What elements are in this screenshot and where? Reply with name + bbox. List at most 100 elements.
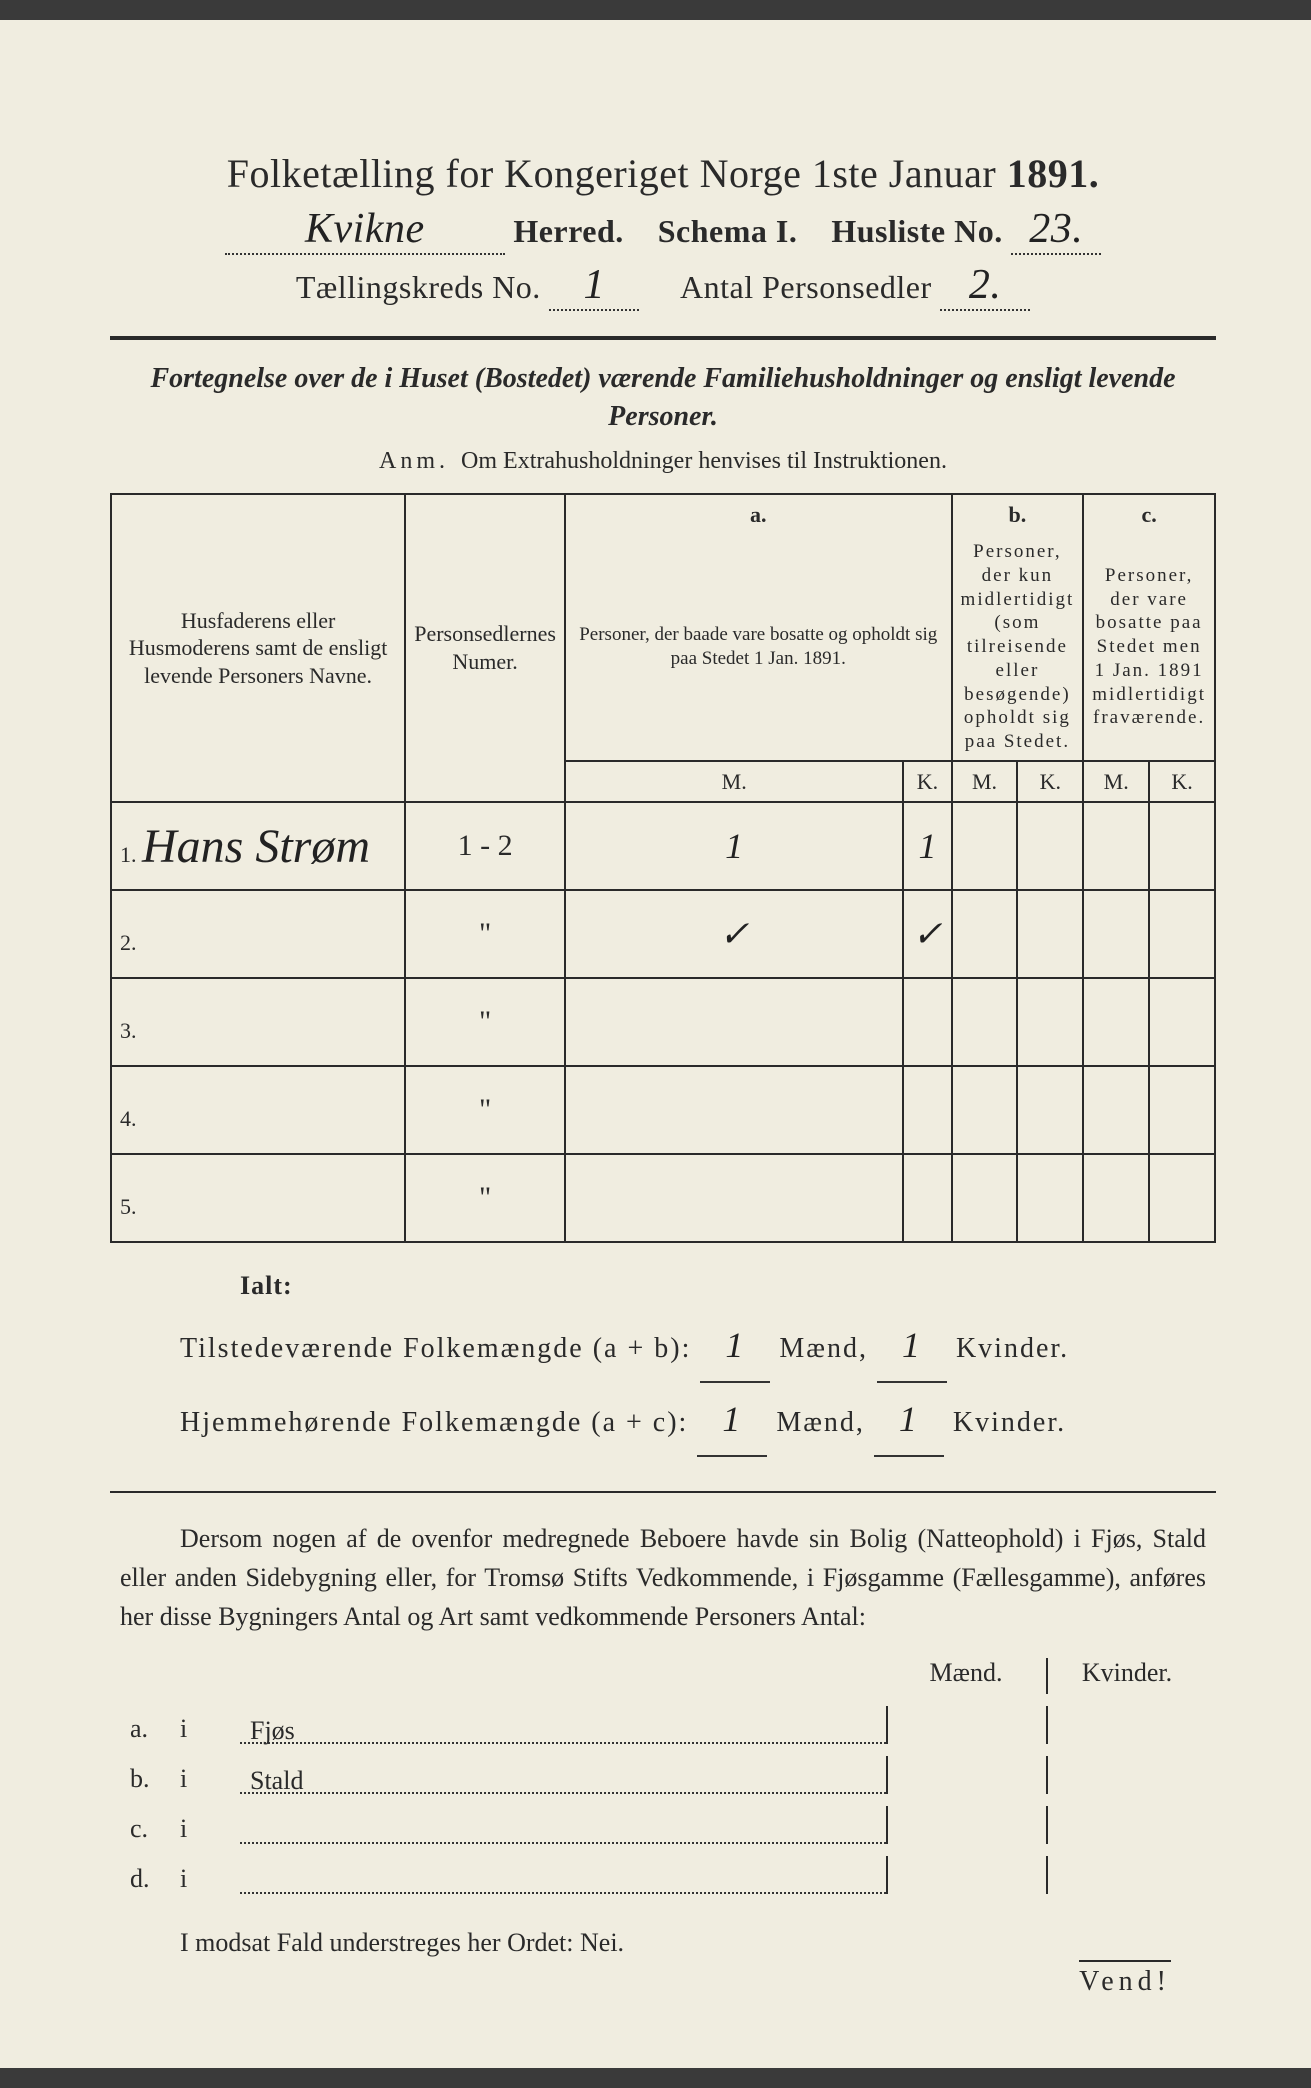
bg-i: i xyxy=(180,1814,240,1844)
bg-kvinder-cell xyxy=(1046,1856,1206,1894)
herred-value: Kvikne xyxy=(305,206,425,252)
instruction-paragraph: Dersom nogen af de ovenfor medregnede Be… xyxy=(120,1519,1206,1636)
row-num: " xyxy=(405,1154,565,1242)
cell-c-m xyxy=(1083,978,1149,1066)
page-title: Folketælling for Kongeriget Norge 1ste J… xyxy=(110,150,1216,197)
cell-a-k: 1 xyxy=(903,802,951,890)
cell-b-k xyxy=(1017,1154,1083,1242)
th-grp-a: a. xyxy=(565,494,952,535)
row-index: 4. xyxy=(111,1066,405,1154)
census-form-page: Folketælling for Kongeriget Norge 1ste J… xyxy=(0,20,1311,2068)
bg-type: Stald xyxy=(240,1766,886,1794)
cell-a-m: ✓ xyxy=(565,890,903,978)
row-num: " xyxy=(405,1066,565,1154)
cell-b-k xyxy=(1017,978,1083,1066)
schema-label: Schema I. xyxy=(658,213,798,249)
row-name: Hans Strøm xyxy=(142,820,370,873)
cell-c-m xyxy=(1083,890,1149,978)
cell-c-k xyxy=(1149,978,1215,1066)
cell-b-m xyxy=(952,1066,1018,1154)
bg-maend-cell xyxy=(886,1856,1046,1894)
cell-a-m xyxy=(565,1066,903,1154)
cell-c-k xyxy=(1149,802,1215,890)
cell-a-m xyxy=(565,1154,903,1242)
bg-letter: d. xyxy=(120,1864,180,1894)
row-index: 2. xyxy=(111,890,405,978)
bg-kvinder-cell xyxy=(1046,1706,1206,1744)
th-grp-c: c. xyxy=(1083,494,1215,535)
bg-maend-cell xyxy=(886,1806,1046,1844)
th-num: Personsedlernes Numer. xyxy=(405,494,565,803)
th-a-text: Personer, der baade vare bosatte og opho… xyxy=(565,534,952,761)
row-index: 5. xyxy=(111,1154,405,1242)
th-c-m: M. xyxy=(1083,761,1149,803)
bg-maend-cell xyxy=(886,1756,1046,1794)
cell-c-m xyxy=(1083,1154,1149,1242)
anm-label: Anm. xyxy=(379,448,449,474)
kreds-label: Tællingskreds No. xyxy=(296,269,541,305)
husliste-value: 23. xyxy=(1029,206,1083,252)
cell-b-k xyxy=(1017,802,1083,890)
row-num: " xyxy=(405,890,565,978)
bg-maend-cell xyxy=(886,1706,1046,1744)
divider-2 xyxy=(110,1491,1216,1493)
cell-a-m xyxy=(565,978,903,1066)
bg-i: i xyxy=(180,1714,240,1744)
th-b-text: Personer, der kun midlertidigt (som tilr… xyxy=(952,534,1084,761)
antal-label: Antal Personsedler xyxy=(680,269,932,305)
bg-i: i xyxy=(180,1764,240,1794)
vend-label: Vend! xyxy=(1079,1960,1171,1998)
herred-label: Herred. xyxy=(513,213,623,249)
anm-text: Om Extrahusholdninger henvises til Instr… xyxy=(461,448,947,474)
table-row: 1. Hans Strøm1 - 211 xyxy=(111,802,1215,890)
cell-b-m xyxy=(952,802,1018,890)
bg-kvinder-cell xyxy=(1046,1806,1206,1844)
cell-a-k: ✓ xyxy=(903,890,951,978)
table-row: 3. " xyxy=(111,978,1215,1066)
bg-letter: a. xyxy=(120,1714,180,1744)
subtitle: Fortegnelse over de i Huset (Bostedet) v… xyxy=(150,360,1176,436)
building-grid: Mænd. Kvinder. a.iFjøsb.iStaldc.id.i xyxy=(120,1658,1206,1894)
row-num: " xyxy=(405,978,565,1066)
th-b-k: K. xyxy=(1017,761,1083,803)
cell-b-k xyxy=(1017,1066,1083,1154)
household-table: Husfaderens eller Husmoderens samt de en… xyxy=(110,493,1216,1244)
kreds-value: 1 xyxy=(584,262,606,308)
bg-type: Fjøs xyxy=(240,1716,886,1744)
cell-a-k xyxy=(903,1154,951,1242)
bg-type xyxy=(240,1816,886,1844)
th-a-k: K. xyxy=(903,761,951,803)
th-grp-b: b. xyxy=(952,494,1084,535)
row-index: 1. Hans Strøm xyxy=(111,802,405,890)
bg-kvinder-cell xyxy=(1046,1756,1206,1794)
final-line: I modsat Fald understreges her Ordet: Ne… xyxy=(120,1928,1206,1958)
title-pre: Folketælling for Kongeriget Norge 1ste J… xyxy=(227,151,996,196)
bg-letter: b. xyxy=(120,1764,180,1794)
row-num: 1 - 2 xyxy=(405,802,565,890)
table-row: 2. "✓✓ xyxy=(111,890,1215,978)
th-a-m: M. xyxy=(565,761,903,803)
cell-b-m xyxy=(952,890,1018,978)
hdr-kvinder: Kvinder. xyxy=(1046,1658,1206,1694)
title-year: 1891. xyxy=(1007,151,1100,196)
bg-i: i xyxy=(180,1864,240,1894)
th-name: Husfaderens eller Husmoderens samt de en… xyxy=(111,494,405,803)
hdr-maend: Mænd. xyxy=(886,1658,1046,1694)
totals-line-2: Hjemmehørende Folkemængde (a + c): 1 Mæn… xyxy=(180,1383,1216,1457)
th-c-text: Personer, der vare bosatte paa Stedet me… xyxy=(1083,534,1215,761)
cell-a-m: 1 xyxy=(565,802,903,890)
totals-block: Tilstedeværende Folkemængde (a + b): 1 M… xyxy=(180,1309,1216,1457)
cell-c-k xyxy=(1149,1066,1215,1154)
cell-b-m xyxy=(952,978,1018,1066)
cell-c-m xyxy=(1083,802,1149,890)
header-row-3: Tællingskreds No. 1 Antal Personsedler 2… xyxy=(110,261,1216,311)
cell-b-m xyxy=(952,1154,1018,1242)
cell-c-k xyxy=(1149,890,1215,978)
totals-line-1: Tilstedeværende Folkemængde (a + b): 1 M… xyxy=(180,1309,1216,1383)
header-row-2: Kvikne Herred. Schema I. Husliste No. 23… xyxy=(110,205,1216,255)
cell-a-k xyxy=(903,1066,951,1154)
bg-type xyxy=(240,1866,886,1894)
cell-b-k xyxy=(1017,890,1083,978)
table-row: 5. " xyxy=(111,1154,1215,1242)
row-index: 3. xyxy=(111,978,405,1066)
